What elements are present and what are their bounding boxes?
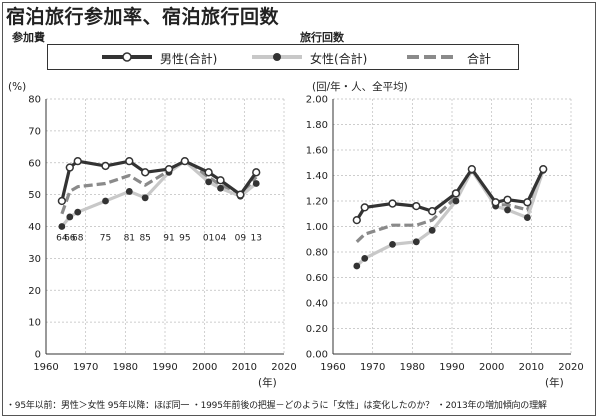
- legend-swatch-female: [252, 53, 302, 61]
- page-title: 宿泊旅行参加率、宿泊旅行回数: [6, 6, 280, 28]
- chart-legend: 男性(合計) 女性(合計) 合計: [47, 44, 519, 70]
- legend-swatch-male: [102, 52, 152, 62]
- legend-label-male: 男性(合計): [160, 52, 218, 66]
- legend-swatch-total: [407, 55, 457, 59]
- legend-item-total: 合計: [403, 45, 513, 69]
- footer-note: ・95年以前：男性＞女性 95年以降：ほぼ同一 ・1995年前後の把握－どのよう…: [6, 401, 547, 411]
- legend-item-male: 男性(合計): [98, 45, 238, 69]
- legend-label-female: 女性(合計): [310, 52, 368, 66]
- legend-item-female: 女性(合計): [248, 45, 388, 69]
- legend-label-total: 合計: [467, 52, 492, 66]
- left-panel-subtitle: 参加費: [12, 31, 45, 44]
- right-panel-subtitle: 旅行回数: [300, 31, 344, 44]
